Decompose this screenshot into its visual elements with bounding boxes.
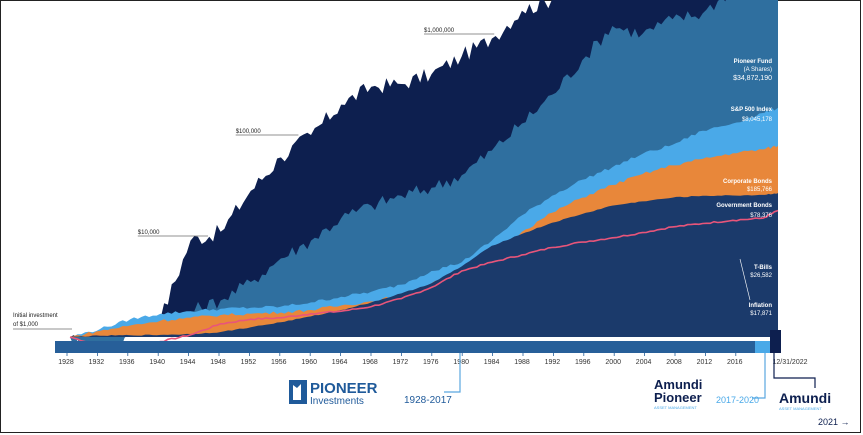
- amundi-pioneer-logo: Amundi Pioneer ASSET MANAGEMENT 2017-202…: [654, 377, 759, 410]
- x-tick-label: 1980: [453, 359, 469, 366]
- series-label-value: $17,871: [750, 311, 772, 317]
- amundi-pioneer-tag: ASSET MANAGEMENT: [654, 405, 697, 410]
- pioneer-years: 1928-2017: [404, 395, 452, 406]
- value-marker-label: $1,000,000: [424, 28, 455, 34]
- value-marker-label: $10,000: [138, 230, 160, 236]
- series-label-name: S&P 500 Index: [731, 107, 773, 113]
- x-tick-label: 2000: [605, 359, 621, 366]
- pioneer-brand-sub: Investments: [310, 396, 364, 407]
- x-tick-label: 1968: [362, 359, 378, 366]
- x-tick-label: 1976: [423, 359, 439, 366]
- x-tick-label: 1956: [271, 359, 287, 366]
- value-marker-label: $100,000: [236, 129, 262, 135]
- amundi-logo: Amundi ASSET MANAGEMENT 2021 →: [779, 390, 850, 427]
- series-label-name: Corporate Bonds: [723, 179, 773, 185]
- x-tick-label: 1932: [89, 359, 105, 366]
- x-tick-label: 1936: [119, 359, 135, 366]
- amundi-connector: [773, 353, 816, 388]
- initial-investment-label: Initial investment: [13, 313, 58, 319]
- tbills-leader-line: [739, 258, 751, 301]
- series-label-name: Pioneer Fund: [734, 59, 773, 65]
- x-tick-label: 1964: [332, 359, 348, 366]
- area-t-bills: [70, 193, 778, 337]
- x-tick-label: 1972: [393, 359, 409, 366]
- x-tick-label: 2016: [727, 359, 743, 366]
- x-tick-label: 1996: [575, 359, 591, 366]
- x-end-date-label: 12/31/2022: [772, 359, 807, 366]
- x-tick-label: 1960: [301, 359, 317, 366]
- series-label-value: $185,766: [747, 187, 773, 193]
- x-tick-label: 1988: [514, 359, 530, 366]
- x-tick-label: 1948: [210, 359, 226, 366]
- series-label-name: Government Bonds: [716, 203, 772, 209]
- amundi-tag: ASSET MANAGEMENT: [779, 406, 822, 411]
- series-label-value: $26,582: [750, 273, 772, 279]
- timeline-segment-2021: [770, 330, 781, 353]
- amundi-pioneer-line2: Pioneer: [654, 390, 702, 405]
- x-tick-label: 1984: [484, 359, 500, 366]
- series-label-name: T-Bills: [754, 265, 773, 271]
- amundi-line1: Amundi: [779, 390, 831, 406]
- line-inflation: [69, 209, 779, 347]
- initial-investment-amount: of $1,000: [13, 322, 39, 328]
- amundi-pioneer-line1: Amundi: [654, 377, 702, 392]
- series-label-value: $8,045,178: [742, 117, 773, 123]
- amundi-pioneer-years: 2017-2020: [716, 395, 759, 405]
- series-label-name: Inflation: [749, 303, 773, 309]
- x-tick-label: 2008: [666, 359, 682, 366]
- pioneer-connector: [444, 353, 461, 393]
- series-label-value: $34,872,190: [733, 75, 772, 82]
- x-tick-label: 2012: [697, 359, 713, 366]
- x-tick-label: 1928: [58, 359, 74, 366]
- pioneer-investments-logo: PIONEER Investments 1928-2017: [289, 380, 452, 407]
- x-tick-label: 1952: [241, 359, 257, 366]
- x-tick-label: 1992: [545, 359, 561, 366]
- series-label-subname: (A Shares): [744, 67, 772, 73]
- x-tick-label: 1940: [149, 359, 165, 366]
- x-tick-label: 2004: [636, 359, 652, 366]
- amundi-years: 2021 →: [818, 417, 850, 427]
- series-label-value: $78,376: [750, 213, 772, 219]
- pioneer-brand-name: PIONEER: [310, 380, 378, 397]
- x-tick-label: 1944: [180, 359, 196, 366]
- timeline-segment-2017-2020: [755, 341, 770, 353]
- amundi-pioneer-connector: [752, 353, 766, 399]
- timeline-bar: [55, 341, 755, 353]
